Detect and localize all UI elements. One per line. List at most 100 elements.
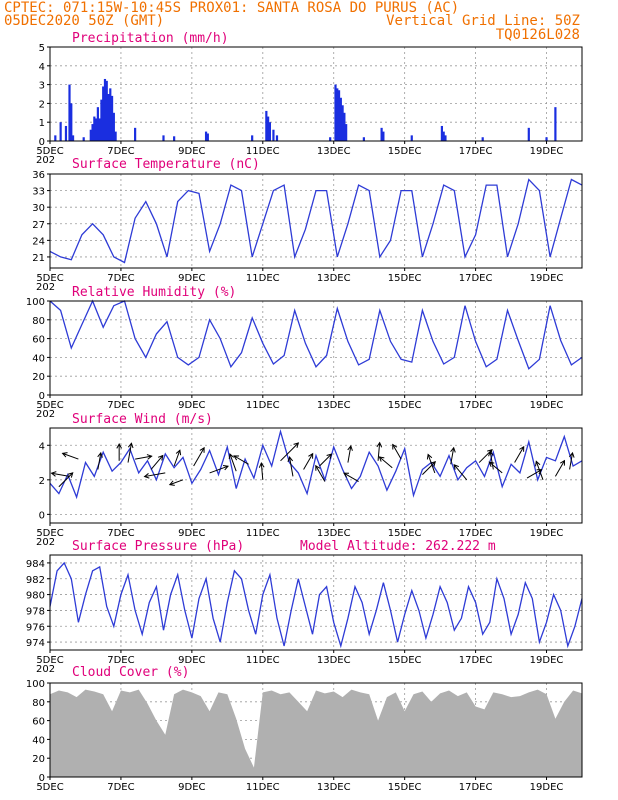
precipitation-bar <box>206 133 209 141</box>
wind-arrow-shaft <box>260 463 264 480</box>
wind-arrow <box>422 461 437 475</box>
wind-arrow-shaft <box>347 445 352 463</box>
y-tick-label: 80 <box>32 698 45 709</box>
wind-arrow <box>303 452 314 470</box>
x-tick-label: 19DEC <box>530 655 564 666</box>
wind-arrow-head <box>488 461 495 467</box>
x-tick-label: 19DEC <box>530 782 564 793</box>
wind-arrow-head <box>488 450 494 457</box>
x-tick-label: 5DEC <box>36 273 63 284</box>
wind-arrow <box>376 441 383 461</box>
x-tick-label: 11DEC <box>246 273 280 284</box>
precipitation-bar <box>96 107 99 141</box>
x-tick-label: 9DEC <box>178 655 205 666</box>
wind-arrow-head <box>127 442 134 449</box>
wind-arrow-shaft <box>173 450 181 467</box>
y-tick-label: 20 <box>32 754 45 765</box>
wind-arrow-head <box>157 454 164 461</box>
precipitation-bar <box>91 124 94 141</box>
x-tick-label: 17DEC <box>459 655 493 666</box>
x-tick-label: 15DEC <box>388 400 422 411</box>
wind-arrow-shaft <box>377 442 381 461</box>
x-tick-label: 5DEC <box>36 528 63 539</box>
precipitation-bar <box>267 116 270 141</box>
series-line <box>49 299 583 370</box>
pressure-panel: Surface Pressure (hPa) Model Altitude: 2… <box>26 539 583 675</box>
wind-arrow-head <box>287 456 294 462</box>
wind-arrow <box>61 452 79 460</box>
wind-arrow-shaft <box>135 455 152 460</box>
precipitation-panel: Precipitation (mm/h) 0 1 2 3 4 5 5DEC 7DEC 9DEC 1… <box>36 31 583 166</box>
wind-arrow-head <box>453 464 459 470</box>
wind-arrow-head <box>347 444 353 451</box>
wind-arrow <box>168 479 184 486</box>
precipitation-bar <box>109 88 112 141</box>
precipitation-bar <box>341 105 344 141</box>
precipitation-bar <box>162 135 165 141</box>
precipitation-bar <box>380 127 383 141</box>
precipitation-bar <box>59 122 62 141</box>
precipitation-bar <box>93 116 96 141</box>
wind-arrow-head <box>168 480 175 486</box>
wind-arrow-shaft <box>319 453 332 467</box>
wind-arrow-head <box>308 452 314 459</box>
x-tick-label: 7DEC <box>107 782 134 793</box>
precipitation-bar <box>265 110 268 141</box>
precipitation-bar <box>410 135 413 141</box>
y-tick-label: 0 <box>39 773 45 784</box>
x-tick-label: 7DEC <box>107 528 134 539</box>
x-tick-label: 7DEC <box>107 655 134 666</box>
precipitation-bar <box>70 103 73 141</box>
wind-arrow <box>343 472 359 482</box>
x-tick-label: 7DEC <box>107 146 134 157</box>
wind-arrow-head <box>116 442 122 449</box>
wind-arrow-shaft <box>450 447 455 465</box>
wind-arrow-head <box>426 453 433 460</box>
x-tick-label: 15DEC <box>388 146 422 157</box>
pressure-model-altitude: Model Altitude: 262.222 m <box>300 539 496 554</box>
precipitation-bar <box>339 97 342 141</box>
wind-arrow <box>209 464 229 474</box>
precipitation-bar <box>105 80 108 141</box>
wind-arrow <box>319 453 333 467</box>
precipitation-bar <box>64 125 68 141</box>
wind-arrow-shaft <box>289 456 294 477</box>
wind-arrow-head <box>430 461 437 467</box>
x-tick-label: 19DEC <box>530 273 564 284</box>
x-tick-label: 13DEC <box>317 273 351 284</box>
y-tick-label: 4 <box>39 62 45 73</box>
precipitation-bar <box>54 135 57 141</box>
precipitation-bar <box>110 95 114 141</box>
x-tick-label: 19DEC <box>530 528 564 539</box>
series-line <box>49 429 583 500</box>
precipitation-bar <box>382 131 385 141</box>
wind-arrow-shaft <box>150 455 164 470</box>
x-tick-label: 5DEC <box>36 782 63 793</box>
x-tick-label: 13DEC <box>317 655 351 666</box>
wind-arrow-head <box>97 451 103 458</box>
precipitation-bar <box>95 118 98 141</box>
header-date: 05DEC2020 50Z (GMT) <box>4 13 164 29</box>
wind-arrow-shaft <box>343 472 359 482</box>
wind-arrow-head <box>228 453 235 460</box>
header-model-id: TQ0126L028 <box>496 27 580 43</box>
x-tick-label: 11DEC <box>246 400 280 411</box>
wind-arrow-head <box>50 471 57 477</box>
precipitation-bar <box>268 122 271 141</box>
precipitation-bar <box>545 137 548 141</box>
wind-arrow <box>135 454 153 460</box>
header-location: CPTEC: 071:15W-10:45S PROX01: SANTA ROSA… <box>4 0 459 16</box>
x-tick-label: 9DEC <box>178 400 205 411</box>
humidity-title: Relative Humidity (%) <box>72 285 236 300</box>
wind-arrow-head <box>378 456 385 462</box>
wind-arrow-shaft <box>427 454 436 474</box>
wind-arrow <box>535 460 544 480</box>
x-tick-label: 5DEC <box>36 146 63 157</box>
y-tick-label: 24 <box>32 236 45 247</box>
x-tick-label: 7DEC <box>107 400 134 411</box>
wind-arrow-shaft <box>233 455 249 465</box>
wind-arrow-shaft <box>379 456 393 469</box>
wind-arrow <box>97 451 103 470</box>
wind-arrow-shaft <box>315 465 326 482</box>
